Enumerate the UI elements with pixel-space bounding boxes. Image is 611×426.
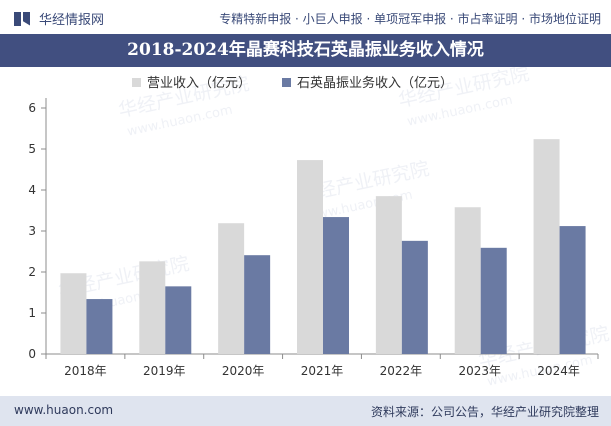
- bar-revenue: [60, 273, 87, 354]
- title-bar: 2018-2024年晶赛科技石英晶振业务收入情况: [0, 34, 611, 67]
- legend-label: 石英晶振业务收入（亿元）: [297, 75, 453, 91]
- footer-site[interactable]: www.huaon.com: [14, 403, 114, 417]
- logo-icon: [14, 11, 32, 27]
- top-bar: 华经情报网 专精特新申报 · 小巨人申报 · 单项冠军申报 · 市占率证明 · …: [0, 0, 611, 34]
- y-tick-label: 2: [28, 265, 36, 279]
- bar-revenue: [297, 160, 323, 354]
- y-tick-label: 6: [28, 101, 36, 115]
- brand-name: 华经情报网: [39, 13, 105, 28]
- y-tick-label: 3: [28, 224, 36, 238]
- y-tick-label: 4: [28, 183, 36, 197]
- y-tick-label: 5: [28, 142, 36, 156]
- bar-revenue: [375, 196, 402, 354]
- y-tick-label: 0: [28, 347, 36, 361]
- x-tick-label: 2023年: [458, 364, 501, 378]
- bar-quartz-revenue: [480, 247, 507, 354]
- x-tick-label: 2024年: [537, 364, 580, 378]
- y-tick-label: 1: [28, 306, 36, 320]
- bar-revenue: [454, 207, 481, 354]
- bar-quartz-revenue: [323, 217, 349, 354]
- header-tagline: 专精特新申报 · 小巨人申报 · 单项冠军申报 · 市占率证明 · 市场地位证明: [219, 12, 601, 26]
- bar-revenue: [218, 223, 245, 354]
- footer-source: 资料来源：公司公告，华经产业研究院整理: [370, 405, 599, 419]
- chart-title: 2018-2024年晶赛科技石英晶振业务收入情况: [127, 40, 484, 60]
- bar-quartz-revenue: [559, 226, 586, 354]
- legend-swatch: [132, 78, 141, 87]
- footer-bar: www.huaon.com 资料来源：公司公告，华经产业研究院整理: [0, 396, 611, 426]
- bar-quartz-revenue: [86, 299, 113, 354]
- legend-swatch: [282, 78, 291, 87]
- brand-logo[interactable]: 华经情报网: [14, 9, 104, 28]
- legend-label: 营业收入（亿元）: [147, 76, 251, 91]
- x-tick-label: 2022年: [380, 364, 423, 378]
- bar-quartz-revenue: [165, 286, 192, 354]
- x-tick-label: 2021年: [301, 364, 344, 378]
- bar-revenue: [139, 261, 166, 354]
- x-tick-label: 2019年: [143, 364, 186, 378]
- x-tick-label: 2020年: [222, 364, 265, 378]
- x-tick-label: 2018年: [64, 364, 107, 378]
- bar-quartz-revenue: [401, 240, 428, 354]
- bar-revenue: [533, 139, 560, 354]
- bar-quartz-revenue: [244, 255, 271, 354]
- bar-chart: 华经产业研究院www.huaon.com华经产业研究院www.huaon.com…: [28, 67, 611, 390]
